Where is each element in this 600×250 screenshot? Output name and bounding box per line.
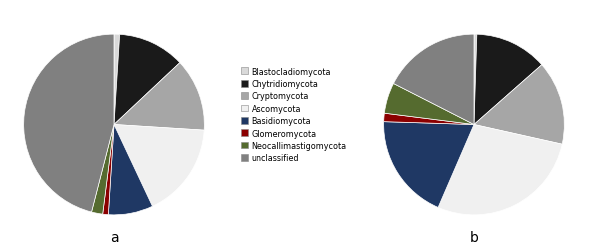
- Wedge shape: [103, 125, 114, 215]
- Wedge shape: [474, 35, 542, 125]
- Wedge shape: [114, 35, 119, 125]
- Wedge shape: [92, 125, 114, 214]
- Wedge shape: [385, 84, 474, 125]
- Wedge shape: [474, 66, 565, 145]
- Wedge shape: [394, 35, 474, 125]
- Wedge shape: [438, 125, 562, 215]
- Text: a: a: [110, 230, 118, 244]
- Wedge shape: [114, 64, 205, 131]
- Wedge shape: [23, 35, 114, 212]
- Legend: Blastocladiomycota, Chytridiomycota, Cryptomycota, Ascomycota, Basidiomycota, Gl: Blastocladiomycota, Chytridiomycota, Cry…: [239, 66, 349, 164]
- Wedge shape: [474, 35, 477, 125]
- Wedge shape: [109, 125, 152, 215]
- Text: b: b: [470, 230, 478, 244]
- Wedge shape: [114, 125, 204, 206]
- Wedge shape: [383, 122, 474, 208]
- Wedge shape: [383, 114, 474, 125]
- Wedge shape: [114, 35, 180, 125]
